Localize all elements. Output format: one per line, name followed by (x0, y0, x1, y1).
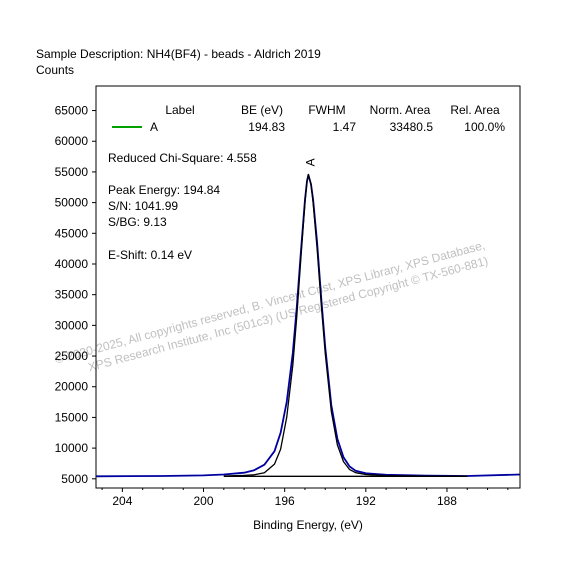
y-tick-label: 45000 (55, 226, 89, 240)
plot-frame (95, 85, 521, 489)
legend-header: Norm. Area (370, 103, 431, 117)
y-tick-label: 55000 (55, 165, 89, 179)
sbg-annotation: S/BG: 9.13 (108, 215, 167, 229)
y-tick-label: 40000 (55, 257, 89, 271)
legend-label: A (150, 120, 158, 134)
legend-be: 194.83 (248, 120, 285, 134)
y-tick-label: 10000 (55, 441, 89, 455)
y-tick-label: 60000 (55, 134, 89, 148)
x-tick-label: 192 (356, 494, 376, 508)
legend-fwhm: 1.47 (333, 120, 357, 134)
x-axis-title: Binding Energy, (eV) (253, 518, 363, 532)
peak-energy-annotation: Peak Energy: 194.84 (108, 183, 220, 197)
y-tick-label: 35000 (55, 288, 89, 302)
y-unit-label: Counts (36, 63, 75, 77)
x-tick-label: 200 (194, 494, 214, 508)
sample-description: Sample Description: NH4(BF4) - beads - A… (36, 47, 321, 61)
y-tick-label: 25000 (55, 349, 89, 363)
x-tick-label: 204 (112, 494, 132, 508)
legend-norm-area: 33480.5 (390, 120, 434, 134)
y-tick-label: 5000 (61, 472, 88, 486)
y-tick-label: 15000 (55, 410, 89, 424)
eshift-annotation: E-Shift: 0.14 eV (108, 248, 192, 262)
chi-square-annotation: Reduced Chi-Square: 4.558 (108, 151, 257, 165)
peak-label: A (303, 158, 317, 166)
y-tick-label: 65000 (55, 104, 89, 118)
sn-annotation: S/N: 1041.99 (108, 199, 178, 213)
y-tick-label: 50000 (55, 196, 89, 210)
y-tick-label: 30000 (55, 318, 89, 332)
x-tick-label: 196 (275, 494, 295, 508)
y-tick-label: 20000 (55, 380, 89, 394)
series-component (223, 173, 468, 477)
legend-header: BE (eV) (241, 103, 283, 117)
legend-header: Rel. Area (450, 103, 500, 117)
legend-header: FWHM (308, 103, 345, 117)
x-tick-label: 188 (437, 494, 457, 508)
legend-rel-area: 100.0% (464, 120, 505, 134)
watermark-line-2: XPS Research Institute, Inc (501c3) (US … (87, 254, 490, 375)
legend-header: Label (165, 103, 194, 117)
